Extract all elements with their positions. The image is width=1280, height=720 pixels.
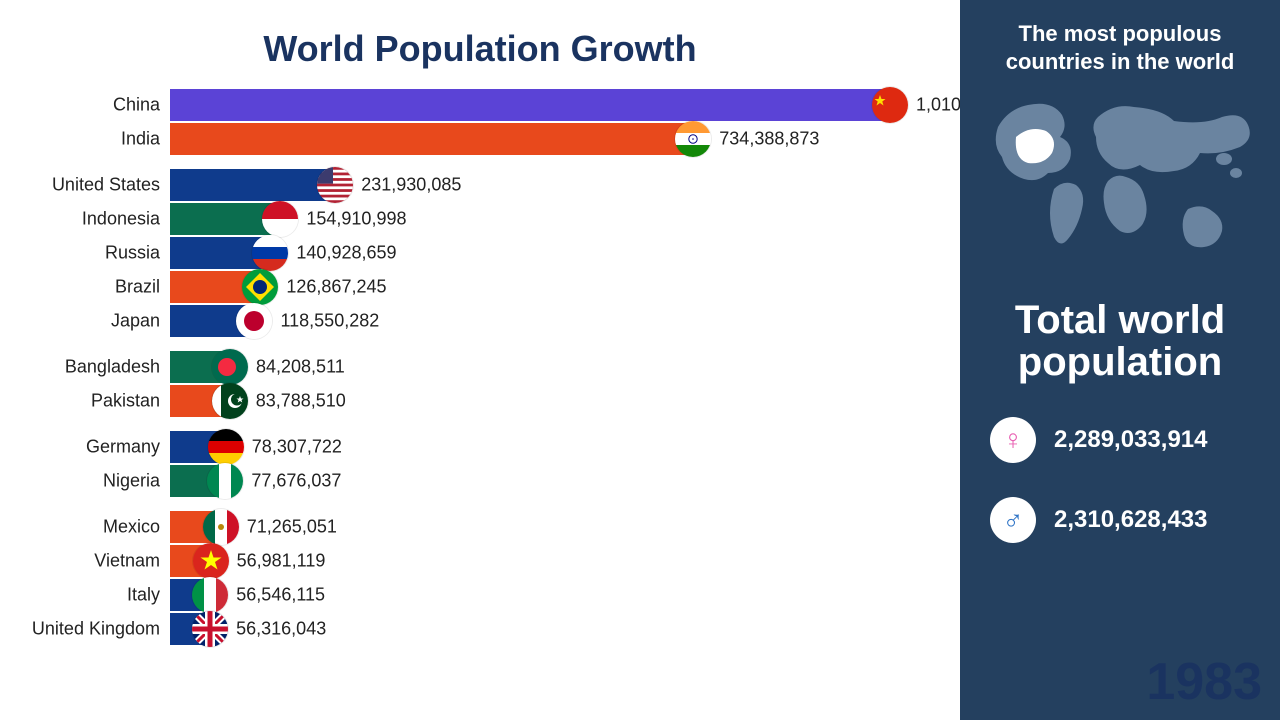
de-flag-icon [208,429,244,465]
ru-flag-icon [252,235,288,271]
bar-row: Italy56,546,115 [170,578,950,612]
ng-flag-icon [207,463,243,499]
male-icon: ♂ [990,497,1036,543]
chart-panel: World Population Growth China1,010,465,5… [0,0,960,720]
population-value: 56,316,043 [236,619,326,640]
population-bar: 56,981,119 [170,545,211,577]
population-value: 734,388,873 [719,129,819,150]
population-bar: 83,788,510 [170,385,230,417]
population-value: 78,307,722 [252,437,342,458]
population-bar: 231,930,085 [170,169,335,201]
vn-flag-icon [193,543,229,579]
population-value: 56,546,115 [236,585,325,606]
country-label: Italy [10,585,160,606]
country-label: India [10,129,160,150]
side-panel: The most populous countries in the world… [960,0,1280,720]
br-flag-icon [242,269,278,305]
gb-flag-icon [192,611,228,647]
population-value: 118,550,282 [280,311,379,332]
country-label: Germany [10,437,160,458]
population-bar: 126,867,245 [170,271,260,303]
bar-chart: China1,010,465,587India734,388,873United… [10,88,950,646]
population-value: 83,788,510 [256,391,346,412]
side-heading: The most populous countries in the world [980,20,1260,75]
population-bar: 84,208,511 [170,351,230,383]
country-label: Bangladesh [10,357,160,378]
country-label: China [10,95,160,116]
population-value: 154,910,998 [306,209,406,230]
population-bar: 118,550,282 [170,305,254,337]
bar-row: Indonesia154,910,998 [170,202,950,236]
bar-row: India734,388,873 [170,122,950,156]
world-map-icon [980,89,1260,259]
mx-flag-icon [203,509,239,545]
population-value: 77,676,037 [251,471,341,492]
cn-flag-icon [872,87,908,123]
pk-flag-icon [212,383,248,419]
us-flag-icon [317,167,353,203]
bd-flag-icon [212,349,248,385]
population-bar: 56,546,115 [170,579,210,611]
bar-row: China1,010,465,587 [170,88,950,122]
female-stat: ♀ 2,289,033,914 [990,417,1250,463]
population-value: 56,981,119 [237,551,326,572]
country-label: Pakistan [10,391,160,412]
country-label: Mexico [10,517,160,538]
country-label: Brazil [10,277,160,298]
jp-flag-icon [236,303,272,339]
population-bar: 71,265,051 [170,511,221,543]
bar-row: Brazil126,867,245 [170,270,950,304]
bar-row: Nigeria77,676,037 [170,464,950,498]
bar-row: Bangladesh84,208,511 [170,350,950,384]
bar-row: United States231,930,085 [170,168,950,202]
female-value: 2,289,033,914 [1054,426,1207,454]
population-value: 140,928,659 [296,243,396,264]
total-heading: Total world population [980,299,1260,383]
population-bar: 56,316,043 [170,613,210,645]
population-bar: 154,910,998 [170,203,280,235]
population-bar: 1,010,465,587 [170,89,890,121]
male-stat: ♂ 2,310,628,433 [990,497,1250,543]
chart-title: World Population Growth [130,28,830,70]
population-bar: 140,928,659 [170,237,270,269]
bar-row: Germany78,307,722 [170,430,950,464]
id-flag-icon [262,201,298,237]
bar-row: Pakistan83,788,510 [170,384,950,418]
bar-row: United Kingdom56,316,043 [170,612,950,646]
in-flag-icon [675,121,711,157]
country-label: Japan [10,311,160,332]
population-bar: 78,307,722 [170,431,226,463]
population-value: 231,930,085 [361,175,461,196]
country-label: Vietnam [10,551,160,572]
population-value: 126,867,245 [286,277,386,298]
male-value: 2,310,628,433 [1054,506,1207,534]
population-value: 71,265,051 [247,517,337,538]
population-value: 84,208,511 [256,357,345,378]
country-label: United States [10,175,160,196]
year-label: 1983 [1146,652,1262,712]
country-label: United Kingdom [10,619,160,640]
country-label: Nigeria [10,471,160,492]
bar-row: Mexico71,265,051 [170,510,950,544]
female-icon: ♀ [990,417,1036,463]
population-bar: 77,676,037 [170,465,225,497]
bar-row: Japan118,550,282 [170,304,950,338]
population-bar: 734,388,873 [170,123,693,155]
it-flag-icon [192,577,228,613]
bar-row: Vietnam56,981,119 [170,544,950,578]
country-label: Russia [10,243,160,264]
bar-row: Russia140,928,659 [170,236,950,270]
country-label: Indonesia [10,209,160,230]
